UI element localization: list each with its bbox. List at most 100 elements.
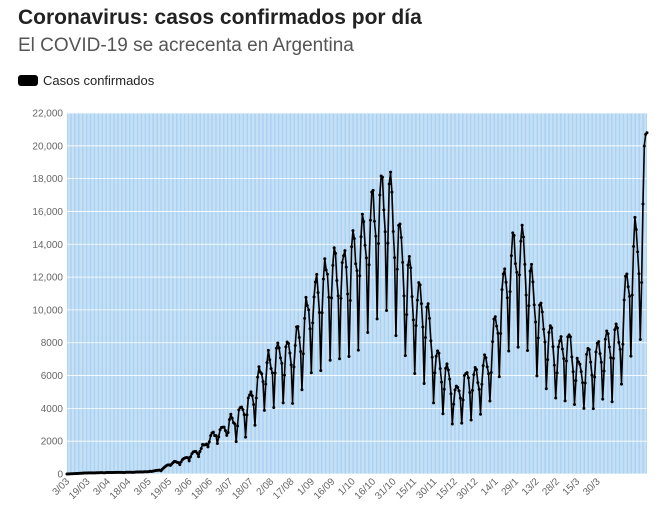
data-point[interactable]	[273, 371, 277, 375]
data-point[interactable]	[512, 233, 516, 237]
data-point[interactable]	[550, 326, 554, 330]
data-point[interactable]	[513, 262, 517, 266]
data-point[interactable]	[579, 370, 583, 374]
data-point[interactable]	[630, 293, 634, 297]
data-point[interactable]	[423, 336, 427, 340]
data-point[interactable]	[381, 175, 385, 179]
data-point[interactable]	[300, 388, 304, 392]
data-point[interactable]	[209, 434, 213, 438]
data-point[interactable]	[254, 396, 258, 400]
data-point[interactable]	[428, 316, 431, 320]
data-point[interactable]	[264, 382, 268, 386]
data-point[interactable]	[564, 359, 568, 363]
data-point[interactable]	[587, 348, 591, 352]
data-point[interactable]	[575, 356, 579, 360]
data-point[interactable]	[234, 440, 238, 444]
data-point[interactable]	[268, 358, 272, 362]
data-point[interactable]	[387, 182, 391, 186]
data-point[interactable]	[456, 385, 460, 389]
data-point[interactable]	[562, 357, 566, 361]
data-point[interactable]	[560, 347, 564, 351]
data-point[interactable]	[394, 334, 398, 338]
data-point[interactable]	[636, 250, 640, 254]
data-point[interactable]	[598, 352, 602, 356]
data-point[interactable]	[385, 309, 389, 313]
data-point[interactable]	[266, 348, 270, 352]
data-point[interactable]	[638, 338, 642, 342]
data-point[interactable]	[578, 362, 582, 366]
data-point[interactable]	[496, 331, 500, 335]
data-point[interactable]	[473, 365, 477, 369]
data-point[interactable]	[340, 261, 344, 265]
data-point[interactable]	[559, 335, 563, 339]
data-point[interactable]	[237, 408, 241, 412]
data-point[interactable]	[395, 267, 399, 271]
data-point[interactable]	[339, 296, 343, 300]
data-point[interactable]	[642, 144, 646, 148]
data-point[interactable]	[626, 285, 630, 289]
data-point[interactable]	[497, 375, 501, 379]
data-point[interactable]	[313, 280, 317, 284]
data-point[interactable]	[399, 235, 403, 239]
data-point[interactable]	[256, 375, 260, 379]
data-point[interactable]	[465, 371, 469, 375]
data-point[interactable]	[536, 336, 540, 340]
data-point[interactable]	[366, 331, 370, 334]
data-point[interactable]	[309, 371, 313, 375]
data-point[interactable]	[249, 390, 253, 394]
data-point[interactable]	[485, 365, 489, 369]
data-point[interactable]	[602, 369, 606, 373]
data-point[interactable]	[358, 274, 362, 278]
data-point[interactable]	[521, 235, 525, 239]
data-point[interactable]	[187, 459, 191, 463]
data-point[interactable]	[534, 320, 538, 324]
data-point[interactable]	[242, 413, 246, 417]
data-point[interactable]	[253, 423, 257, 427]
data-point[interactable]	[479, 412, 483, 416]
data-point[interactable]	[618, 347, 622, 351]
data-point[interactable]	[633, 215, 637, 219]
data-point[interactable]	[491, 340, 495, 344]
data-point[interactable]	[205, 442, 209, 446]
data-point[interactable]	[269, 367, 273, 371]
data-point[interactable]	[245, 413, 249, 417]
data-point[interactable]	[363, 243, 367, 247]
data-point[interactable]	[516, 345, 520, 349]
data-point[interactable]	[487, 372, 491, 376]
data-point[interactable]	[425, 305, 429, 309]
data-point[interactable]	[293, 343, 297, 347]
data-point[interactable]	[601, 397, 605, 401]
data-point[interactable]	[303, 316, 307, 320]
data-point[interactable]	[418, 283, 422, 287]
data-point[interactable]	[195, 451, 199, 455]
data-point[interactable]	[539, 301, 543, 305]
data-point[interactable]	[405, 313, 409, 317]
data-point[interactable]	[574, 379, 578, 383]
data-point[interactable]	[460, 421, 464, 425]
data-point[interactable]	[250, 394, 254, 398]
data-point[interactable]	[523, 262, 527, 266]
data-point[interactable]	[568, 335, 572, 339]
data-point[interactable]	[287, 341, 291, 345]
data-point[interactable]	[422, 381, 426, 385]
data-point[interactable]	[438, 367, 442, 371]
data-point[interactable]	[472, 373, 476, 377]
data-point[interactable]	[450, 422, 454, 426]
data-point[interactable]	[304, 295, 308, 299]
data-point[interactable]	[466, 376, 470, 380]
data-point[interactable]	[335, 279, 339, 283]
data-point[interactable]	[532, 303, 536, 307]
data-point[interactable]	[634, 228, 638, 232]
data-point[interactable]	[311, 321, 315, 325]
data-point[interactable]	[199, 446, 203, 450]
data-point[interactable]	[554, 396, 558, 400]
data-point[interactable]	[452, 402, 456, 406]
data-point[interactable]	[289, 363, 293, 367]
data-point[interactable]	[374, 234, 378, 238]
data-point[interactable]	[226, 431, 230, 434]
data-point[interactable]	[547, 330, 551, 334]
data-point[interactable]	[265, 361, 269, 365]
data-point[interactable]	[429, 339, 433, 343]
data-point[interactable]	[260, 372, 264, 376]
data-point[interactable]	[436, 349, 440, 353]
